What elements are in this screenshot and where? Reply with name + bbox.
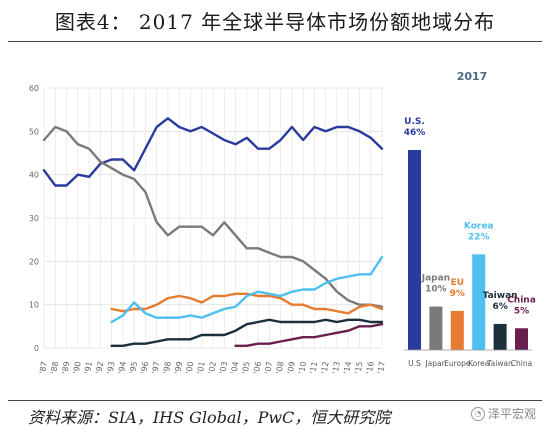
bar-chart-title: 2017 bbox=[457, 70, 488, 83]
bar-label-pct: 9% bbox=[450, 289, 465, 299]
y-tick-label: 20 bbox=[29, 257, 39, 266]
source-note: 资料来源：SIA，IHS Global，PwC，恒大研究院 bbox=[28, 408, 391, 427]
wechat-icon: ◔ bbox=[470, 406, 485, 421]
x-tick-label: '91 bbox=[83, 361, 94, 375]
x-tick-label: '14 bbox=[342, 361, 353, 375]
page-title: 图表4： 2017 年全球半导体市场份额地域分布 bbox=[54, 10, 496, 34]
x-tick-label: '03 bbox=[218, 361, 229, 375]
y-tick-label: 40 bbox=[29, 171, 39, 180]
y-tick-label: 50 bbox=[29, 127, 39, 136]
bar-category-label: U.S bbox=[408, 359, 421, 368]
title-rule bbox=[8, 41, 542, 42]
x-tick-label: '96 bbox=[139, 361, 150, 375]
bar-europe bbox=[450, 310, 464, 350]
x-tick-label: '08 bbox=[275, 361, 286, 375]
bar-china bbox=[515, 328, 528, 350]
y-tick-label: 60 bbox=[29, 84, 39, 93]
bar-label-name: Korea bbox=[464, 221, 494, 231]
bar-label-pct: 5% bbox=[514, 306, 529, 316]
bar-taiwan bbox=[493, 323, 507, 350]
x-tick-label: '95 bbox=[128, 361, 139, 375]
line-chart-y-ticks: 0 10 20 30 40 50 60 bbox=[29, 84, 39, 353]
x-tick-label: '89 bbox=[60, 361, 71, 375]
bar-category-label: China bbox=[511, 359, 532, 368]
source-rule bbox=[8, 400, 542, 401]
x-tick-label: '90 bbox=[72, 361, 83, 375]
y-tick-label: 10 bbox=[29, 301, 39, 310]
x-tick-label: '01 bbox=[196, 361, 207, 375]
line-chart-series bbox=[42, 117, 384, 347]
x-tick-label: '97 bbox=[151, 361, 162, 375]
line-series-purple bbox=[234, 323, 384, 347]
bar-chart: 2017U.S.46%U.SJapan10%JapanEU9%EuropeKor… bbox=[404, 70, 536, 368]
bar-label-pct: 22% bbox=[468, 232, 490, 242]
bar-us bbox=[408, 150, 421, 350]
line-series-blue bbox=[42, 117, 384, 187]
line-series-lightblue bbox=[110, 255, 384, 324]
line-chart-x-ticks: '87'88'89'90'91'92'93'94'95'96'97'98'99 '… bbox=[38, 361, 387, 375]
bar-korea bbox=[472, 254, 486, 350]
bar-japan bbox=[429, 306, 443, 350]
line-plot-frame bbox=[26, 62, 388, 352]
x-tick-label: '04 bbox=[229, 361, 240, 375]
line-series-black bbox=[110, 318, 384, 347]
x-tick-label: '98 bbox=[162, 361, 173, 375]
x-tick-label: '94 bbox=[117, 361, 128, 375]
bar-label-pct: 10% bbox=[425, 285, 447, 295]
x-tick-label: '00 bbox=[184, 361, 195, 375]
bar-label-name: China bbox=[507, 295, 536, 305]
x-tick-label: '05 bbox=[241, 361, 252, 375]
x-tick-label: '99 bbox=[173, 361, 184, 375]
x-tick-label: '13 bbox=[331, 361, 342, 375]
x-tick-label: '06 bbox=[252, 361, 263, 375]
bar-label-name: Japan bbox=[421, 274, 450, 284]
y-tick-label: 0 bbox=[34, 344, 39, 353]
bar-category-label: Taiwan bbox=[486, 359, 513, 368]
x-tick-label: '17 bbox=[376, 361, 387, 375]
line-chart-grid bbox=[43, 87, 383, 349]
x-tick-label: '15 bbox=[353, 361, 364, 375]
x-tick-label: '92 bbox=[94, 361, 105, 375]
line-series-orange bbox=[110, 292, 384, 315]
line-series-gray bbox=[42, 125, 384, 308]
x-tick-label: '10 bbox=[297, 361, 308, 375]
x-tick-label: '02 bbox=[207, 361, 218, 375]
bar-label-name: Taiwan bbox=[483, 291, 518, 301]
x-tick-label: '87 bbox=[38, 361, 49, 375]
bar-label-name: EU bbox=[451, 278, 464, 288]
x-tick-label: '09 bbox=[286, 361, 297, 375]
bar-label-name: U.S. bbox=[404, 117, 425, 127]
x-tick-label: '93 bbox=[106, 361, 117, 375]
bar-label-pct: 46% bbox=[404, 128, 426, 138]
x-tick-label: '12 bbox=[320, 361, 331, 375]
y-tick-label: 30 bbox=[29, 214, 39, 223]
watermark: ◔ 泽平宏观 bbox=[470, 405, 536, 422]
bar-category-label: Japan bbox=[424, 359, 446, 368]
bar-label-pct: 6% bbox=[492, 302, 507, 312]
x-tick-label: '88 bbox=[49, 361, 60, 375]
x-tick-label: '16 bbox=[365, 361, 376, 375]
watermark-text: 泽平宏观 bbox=[487, 407, 536, 421]
bar-category-label: Europe bbox=[444, 359, 471, 368]
bar-category-label: Korea bbox=[468, 359, 489, 368]
x-tick-label: '11 bbox=[308, 361, 319, 375]
x-tick-label: '07 bbox=[263, 361, 274, 375]
